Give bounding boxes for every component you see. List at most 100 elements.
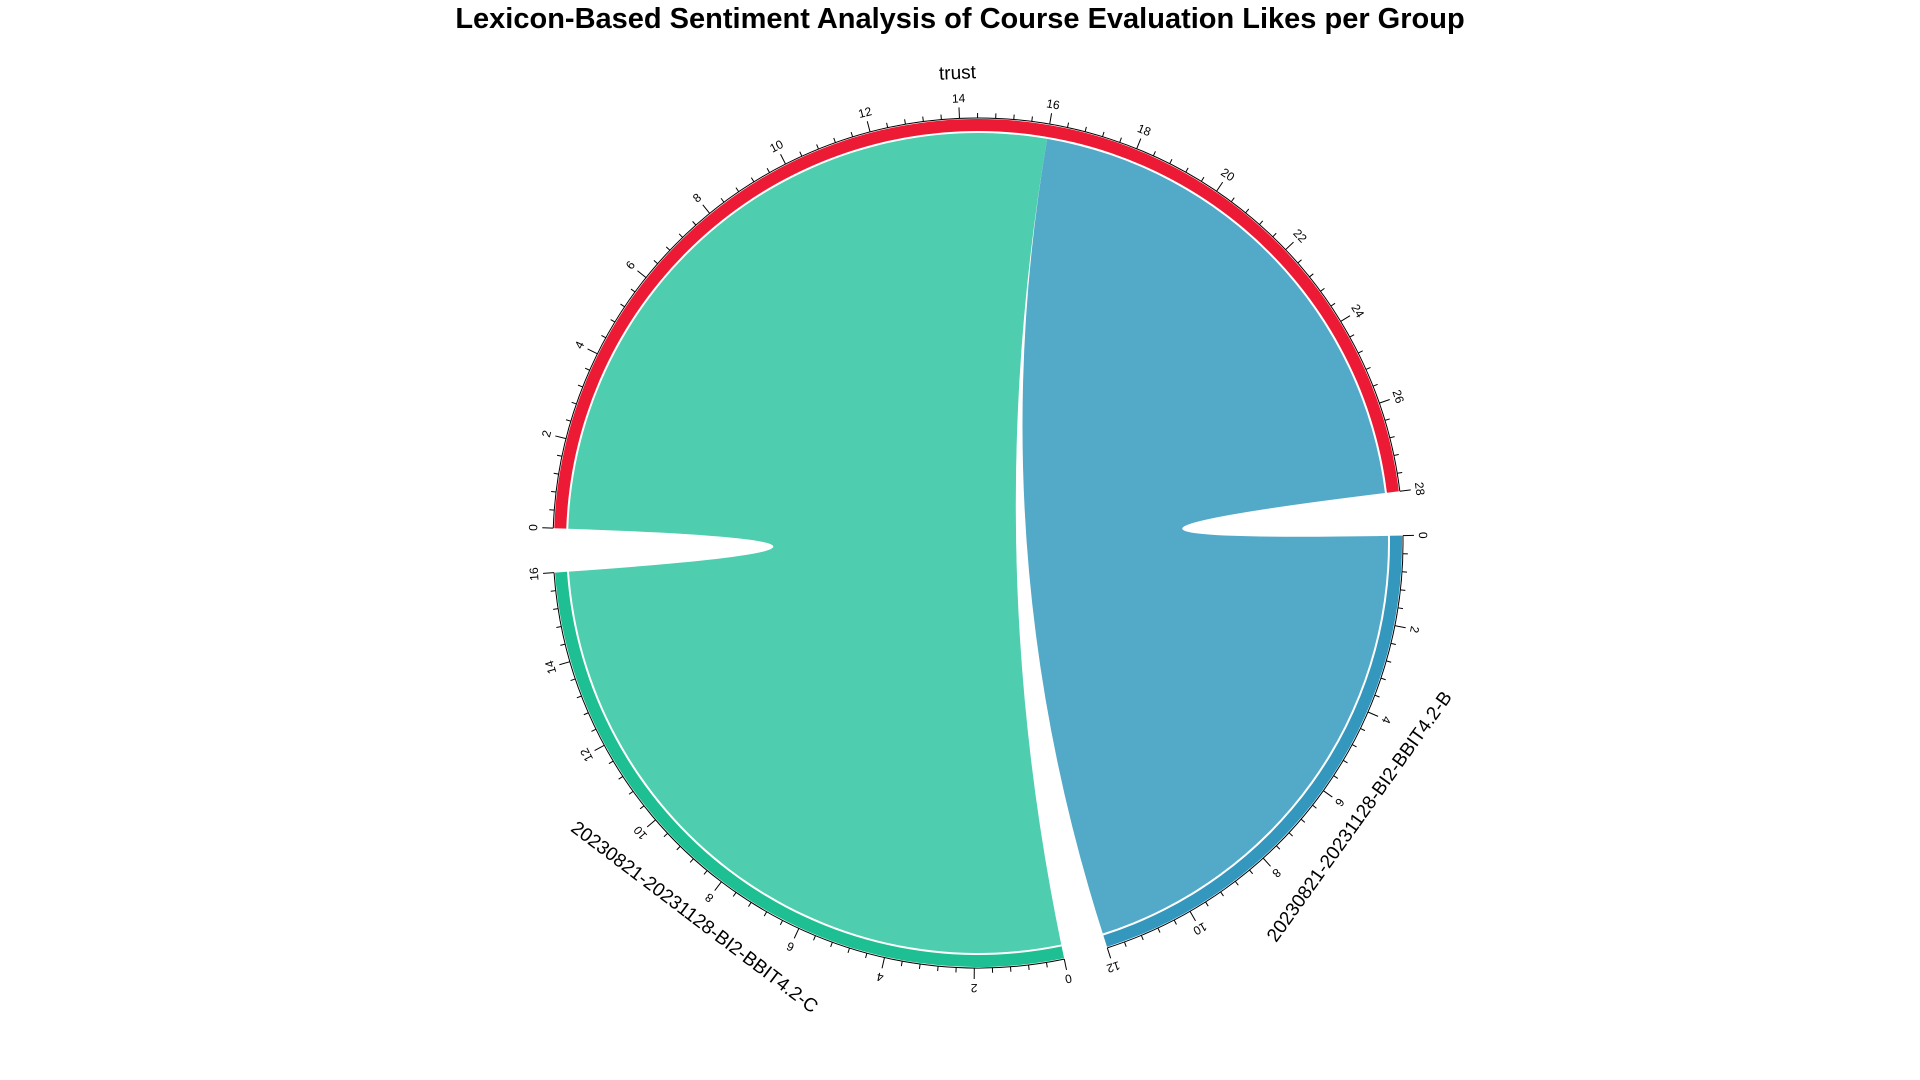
minor-tick (1157, 927, 1161, 933)
minor-tick (610, 319, 616, 323)
major-tick (702, 204, 711, 214)
major-tick (793, 928, 800, 939)
minor-tick (1234, 880, 1239, 886)
minor-tick (1309, 273, 1314, 278)
minor-tick (1084, 126, 1087, 132)
major-tick (881, 957, 885, 969)
minor-tick (1123, 941, 1127, 947)
minor-tick (1400, 589, 1406, 591)
minor-tick (665, 246, 671, 251)
minor-tick (576, 695, 582, 699)
minor-tick (1386, 660, 1392, 663)
tick-label: 14 (952, 91, 966, 106)
major-tick (637, 270, 647, 278)
major-tick (1394, 625, 1406, 629)
minor-tick (1288, 832, 1293, 837)
tick-label: 10 (630, 823, 650, 842)
tick-label: 28 (1412, 481, 1428, 496)
minor-tick (850, 131, 854, 138)
major-tick (780, 154, 786, 165)
minor-tick (565, 419, 571, 422)
tick-label: 6 (1332, 796, 1347, 810)
minor-tick (608, 760, 614, 765)
minor-tick (748, 902, 752, 907)
minor-tick (1205, 901, 1209, 907)
tick-label: 4 (572, 339, 588, 351)
major-tick (1189, 911, 1196, 922)
chart-title: Lexicon-Based Sentiment Analysis of Cour… (455, 3, 1465, 35)
minor-tick (663, 832, 668, 838)
minor-tick (591, 728, 597, 732)
minor-tick (1200, 176, 1205, 182)
tick-label: 14 (542, 659, 559, 676)
minor-tick (1365, 366, 1371, 370)
tick-label: 10 (1190, 919, 1209, 938)
tick-label: 26 (1389, 388, 1407, 406)
minor-tick (918, 963, 921, 970)
tick-label: 6 (623, 258, 638, 272)
minor-tick (689, 858, 694, 863)
minor-tick (678, 233, 683, 238)
minor-tick (1067, 122, 1070, 128)
minor-tick (1397, 471, 1403, 474)
minor-tick (732, 892, 737, 897)
major-tick (1323, 790, 1333, 798)
tick-label: 12 (1105, 958, 1122, 975)
minor-tick (1380, 677, 1386, 681)
minor-tick (1028, 964, 1030, 971)
major-tick (1399, 489, 1411, 492)
tick-label: 8 (702, 890, 716, 905)
tick-label: 4 (1378, 714, 1394, 726)
tick-label: 8 (1269, 866, 1284, 881)
tick-label: 8 (690, 190, 704, 205)
minor-tick (1272, 232, 1277, 238)
minor-tick (1384, 418, 1390, 421)
major-tick (1216, 181, 1224, 192)
minor-tick (833, 137, 836, 143)
minor-tick (1390, 642, 1396, 646)
major-tick (1262, 857, 1271, 867)
minor-tick (1372, 383, 1378, 387)
chord-link-trust-to-20230821-20231128-bi2-bbit4-2-c (568, 133, 1062, 953)
minor-tick (816, 144, 819, 150)
minor-tick (1230, 197, 1235, 203)
major-tick (714, 881, 722, 891)
major-tick (1285, 241, 1294, 251)
minor-tick (1374, 694, 1380, 698)
minor-tick (692, 221, 697, 226)
minor-tick (1152, 151, 1156, 157)
minor-tick (601, 334, 607, 339)
tick-label: 0 (1416, 532, 1430, 539)
sector-axis (552, 117, 1401, 529)
sector-name-label: trust (939, 62, 978, 85)
minor-tick (1349, 334, 1355, 338)
major-tick (587, 348, 598, 355)
minor-tick (620, 303, 625, 308)
minor-tick (904, 119, 906, 125)
minor-tick (1297, 259, 1302, 264)
tick-label: 16 (1045, 96, 1061, 112)
tick-label: 12 (577, 745, 596, 764)
minor-tick (847, 947, 850, 954)
major-tick (866, 121, 871, 133)
minor-tick (577, 384, 583, 388)
minor-tick (813, 935, 816, 941)
chord-links (568, 133, 1389, 953)
minor-tick (735, 187, 740, 193)
minor-tick (1185, 167, 1189, 173)
tick-label: 4 (875, 969, 885, 984)
minor-tick (550, 590, 556, 592)
minor-tick (551, 490, 557, 493)
minor-tick (1220, 891, 1224, 897)
minor-tick (1045, 962, 1048, 968)
major-tick (1106, 947, 1112, 959)
tick-label: 18 (1135, 121, 1153, 139)
minor-tick (1312, 804, 1317, 809)
minor-tick (571, 401, 577, 405)
minor-tick (766, 168, 770, 173)
minor-tick (799, 151, 803, 157)
major-tick (543, 572, 555, 574)
minor-tick (1389, 436, 1395, 439)
minor-tick (922, 116, 924, 122)
